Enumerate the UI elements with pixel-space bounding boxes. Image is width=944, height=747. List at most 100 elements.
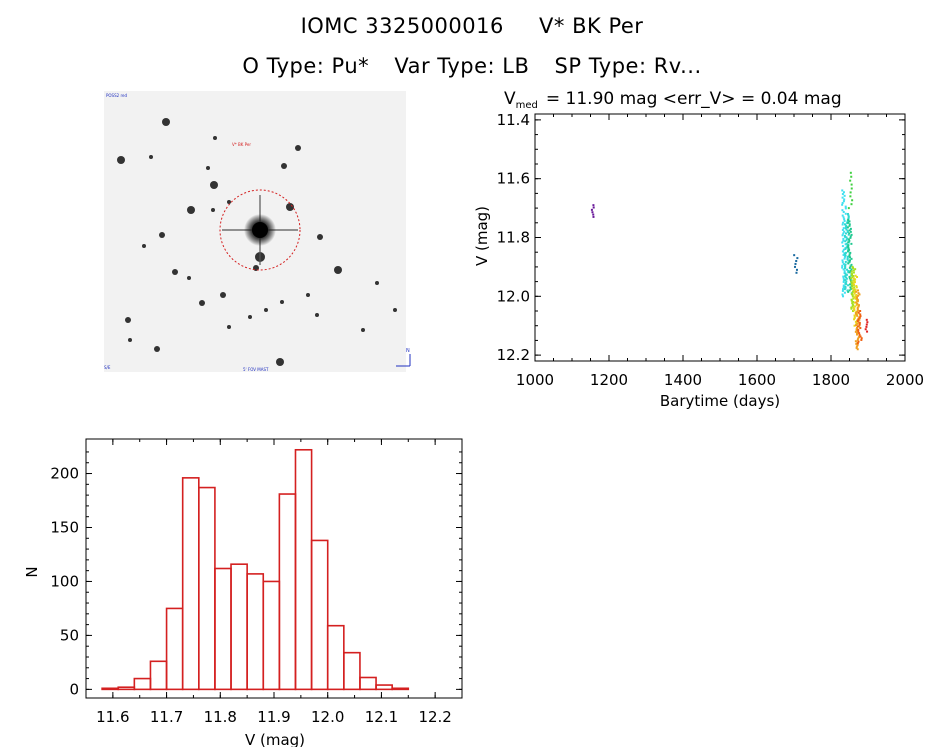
data-point xyxy=(850,242,853,245)
data-point xyxy=(841,245,844,248)
data-point xyxy=(857,292,860,295)
data-point xyxy=(852,304,855,307)
data-point xyxy=(852,279,855,282)
data-point xyxy=(844,243,847,246)
y-tick-label: 0 xyxy=(69,680,79,698)
data-point xyxy=(848,248,851,251)
data-point xyxy=(842,286,845,289)
data-point xyxy=(859,313,862,316)
data-point xyxy=(851,287,854,290)
data-point xyxy=(842,263,845,266)
data-point xyxy=(849,256,852,259)
sky-star xyxy=(159,232,165,238)
data-point xyxy=(850,187,853,190)
data-point xyxy=(856,313,859,316)
data-point xyxy=(852,269,855,272)
data-point xyxy=(844,223,847,226)
sky-star xyxy=(154,346,160,352)
data-point xyxy=(844,212,847,215)
data-point xyxy=(850,306,853,309)
data-point xyxy=(842,277,845,280)
data-point xyxy=(856,276,859,279)
data-point xyxy=(846,226,849,229)
histogram-bar xyxy=(181,477,200,691)
data-point xyxy=(853,317,856,320)
data-point xyxy=(847,215,850,218)
sky-orientation-label: S/E xyxy=(104,365,111,370)
data-point xyxy=(845,238,848,241)
data-point xyxy=(851,199,854,202)
data-point xyxy=(795,271,798,274)
data-point xyxy=(845,246,848,249)
data-point xyxy=(842,248,845,251)
data-point xyxy=(843,198,846,201)
data-point xyxy=(844,266,847,269)
data-point xyxy=(848,266,851,269)
data-point xyxy=(853,291,856,294)
data-point xyxy=(853,308,856,311)
data-point xyxy=(842,288,845,291)
data-point xyxy=(854,297,857,300)
data-point xyxy=(858,332,861,335)
sky-star xyxy=(213,136,217,140)
y-tick-label: 50 xyxy=(60,626,79,644)
data-point xyxy=(849,179,852,182)
data-point xyxy=(848,229,851,232)
y-tick-label: 11.4 xyxy=(497,111,530,129)
data-point xyxy=(844,227,847,230)
data-point xyxy=(847,218,850,221)
data-point xyxy=(846,289,849,292)
data-point xyxy=(847,290,850,293)
data-point xyxy=(844,232,847,235)
data-point xyxy=(592,204,595,207)
histogram-bar xyxy=(391,687,410,691)
data-point xyxy=(592,213,595,216)
data-point xyxy=(843,235,846,238)
sky-star xyxy=(117,156,125,164)
histogram-bar xyxy=(198,486,216,691)
data-point xyxy=(843,267,846,270)
sky-star xyxy=(286,203,294,211)
histogram-ylabel: N xyxy=(23,566,41,577)
data-point xyxy=(848,232,851,235)
data-point xyxy=(844,279,847,282)
data-point xyxy=(842,227,845,230)
data-point xyxy=(855,301,858,304)
data-point xyxy=(796,257,799,260)
data-point xyxy=(858,323,861,326)
data-point xyxy=(794,262,797,265)
data-point xyxy=(848,253,851,256)
data-point xyxy=(853,318,856,321)
data-point xyxy=(852,274,855,277)
light-curve-axes: 1000 1200 1400 1600 1800 2000 11.4 11.6 11.8 12.0… xyxy=(497,111,925,389)
star-name: V* BK Per xyxy=(539,14,644,38)
histogram-bar xyxy=(230,563,248,691)
data-point xyxy=(843,288,846,291)
data-point xyxy=(849,283,852,286)
data-point xyxy=(852,297,855,300)
data-point xyxy=(856,332,859,335)
data-point xyxy=(848,260,851,263)
data-point xyxy=(848,275,851,278)
data-point xyxy=(848,254,851,257)
sky-star xyxy=(280,300,284,304)
data-point xyxy=(842,216,845,219)
data-point xyxy=(855,290,858,293)
data-point xyxy=(795,268,798,271)
y-tick-label: 150 xyxy=(50,518,79,536)
sky-star xyxy=(162,118,170,126)
data-point xyxy=(866,330,869,333)
data-point xyxy=(849,269,852,272)
data-point xyxy=(841,193,844,196)
light-curve-title: Vmed = 11.90 mag <err_V> = 0.04 mag xyxy=(504,89,842,111)
data-point xyxy=(866,321,869,324)
data-point xyxy=(845,236,848,239)
data-point xyxy=(865,323,868,326)
data-point xyxy=(846,257,849,260)
data-point xyxy=(851,276,854,279)
data-point xyxy=(849,171,852,174)
x-tick-label: 11.9 xyxy=(257,708,290,726)
data-point xyxy=(848,239,851,242)
sky-star xyxy=(172,269,178,275)
data-point xyxy=(851,285,854,288)
